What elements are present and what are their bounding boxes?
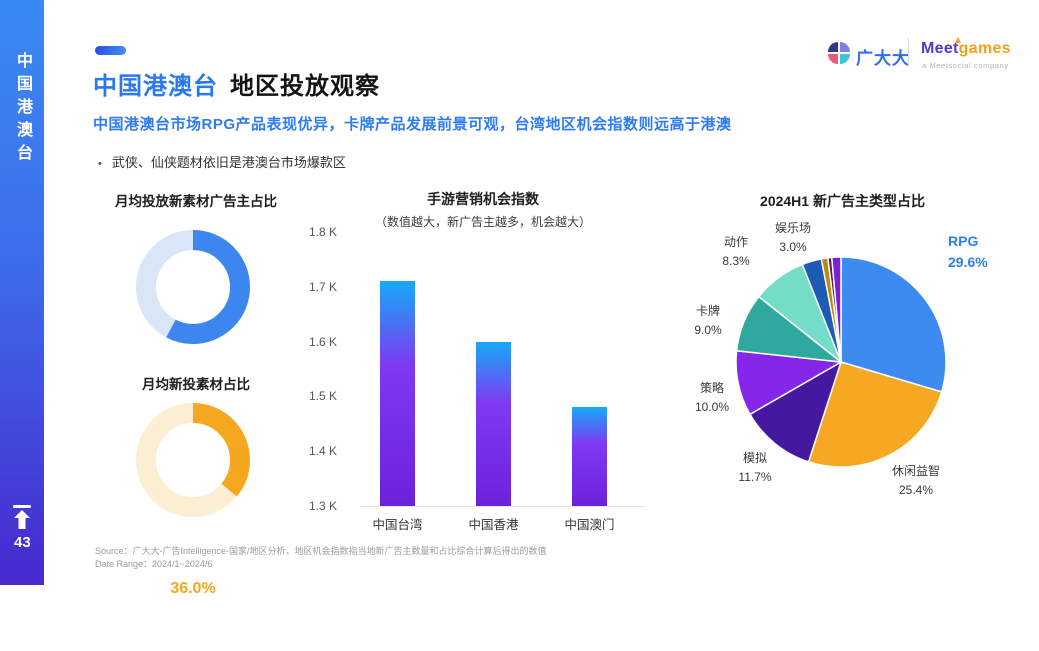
footer-source: Source：广大大-广告Intelligence-国家/地区分析，地区机会指数…	[95, 545, 547, 571]
sidebar-chapter-label: 中国港澳台	[14, 52, 31, 167]
bar-xlabel-中国香港: 中国香港	[468, 518, 519, 532]
bar-ytick: 1.6 K	[308, 334, 337, 349]
barchart-title: 手游营销机会指数	[427, 191, 539, 207]
page-number: 43	[14, 534, 31, 551]
bar-ytick: 1.3 K	[308, 499, 337, 513]
pie-label-casual: 休闲益智 25.4%	[891, 464, 940, 497]
bar-中国澳门	[572, 407, 607, 506]
donut2-title: 月均新投素材占比	[142, 377, 250, 392]
bar-xlabel-中国台湾: 中国台湾	[372, 518, 423, 532]
pie-slice-休闲益智	[807, 361, 943, 468]
bar-ytick: 1.4 K	[308, 444, 337, 459]
pie-slice-9	[830, 256, 842, 363]
rocket-flame-icon	[954, 34, 961, 43]
donut2-chart: 36.0%	[131, 398, 255, 597]
sidebar: 中国港澳台 43	[0, 0, 44, 585]
bullet-line: • 武侠、仙侠题材依旧是港澳台市场爆款区	[98, 152, 346, 171]
pie-label-strategy: 策略 10.0%	[694, 381, 730, 414]
logo-divider	[908, 38, 909, 66]
bar-中国香港	[476, 342, 511, 506]
page-title-rest: 地区投放观察	[230, 73, 380, 100]
bar-中国台湾	[380, 281, 415, 506]
guangdada-logo-icon	[828, 42, 850, 64]
bar-ytick: 1.8 K	[308, 225, 337, 239]
pie-label-rpg: RPG 29.6%	[948, 233, 988, 270]
barchart-subtitle: （数值越大，新广告主越多，机会越大）	[374, 215, 591, 229]
pie-svg	[735, 256, 947, 468]
pie-label-simulation: 模拟 11.7%	[738, 451, 772, 484]
meetgames-meet: Mee	[921, 40, 954, 57]
piechart-title: 2024H1 新广告主类型占比	[760, 193, 925, 209]
meetgames-tagline: a Meetsocial company	[922, 61, 1009, 70]
guangdada-logo-text: 广大大	[856, 49, 910, 68]
back-to-top-icon[interactable]	[12, 505, 32, 536]
bullet-text: 武侠、仙侠题材依旧是港澳台市场爆款区	[111, 155, 346, 170]
bar-xlabel-中国澳门: 中国澳门	[564, 518, 615, 532]
bar-ytick: 1.7 K	[308, 279, 337, 294]
meetgames-rocket-t: t	[953, 37, 961, 57]
pie-label-action: 动作 8.3%	[722, 235, 750, 268]
accent-dash	[95, 46, 126, 55]
pie-slice-RPG	[840, 256, 947, 393]
donut1-title: 月均投放新素材广告主占比	[115, 194, 277, 209]
pie-label-card: 卡牌 9.0%	[694, 304, 722, 337]
page-title: 中国港澳台 地区投放观察	[93, 66, 380, 101]
pie-label-casino: 娱乐场 3.0%	[774, 221, 811, 254]
page-title-region: 中国港澳台	[93, 73, 218, 100]
bar-ytick: 1.5 K	[308, 389, 337, 404]
bullet-dot: •	[98, 158, 102, 170]
page-subtitle: 中国港澳台市场RPG产品表现优异，卡牌产品发展前景可观，台湾地区机会指数则远高于…	[93, 116, 732, 133]
pie-slice-模拟	[748, 360, 843, 463]
donut1-chart: 57.7%	[131, 225, 255, 424]
meetgames-logo-text: Meet games	[921, 37, 1011, 58]
footer-source-line: Source：广大大-广告Intelligence-国家/地区分析，地区机会指数…	[95, 546, 547, 556]
bar-plot: 1.8 K 1.7 K 1.6 K 1.5 K 1.4 K 1.3 K 中国台湾 中国香港 中国…	[309, 225, 645, 532]
footer-daterange-line: Date Range：2024/1~2024/6	[95, 559, 213, 569]
meetgames-games: games	[958, 40, 1011, 57]
